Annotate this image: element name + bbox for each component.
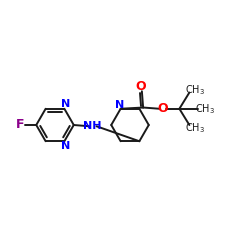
Text: F: F [16, 118, 25, 132]
Text: CH$_3$: CH$_3$ [185, 121, 206, 135]
Text: O: O [158, 102, 168, 115]
Text: N: N [61, 141, 70, 151]
Text: CH$_3$: CH$_3$ [185, 83, 206, 97]
Text: O: O [135, 80, 146, 93]
Text: N: N [115, 100, 124, 110]
Text: NH: NH [83, 121, 102, 131]
Text: N: N [61, 99, 70, 109]
Text: CH$_3$: CH$_3$ [195, 102, 215, 116]
